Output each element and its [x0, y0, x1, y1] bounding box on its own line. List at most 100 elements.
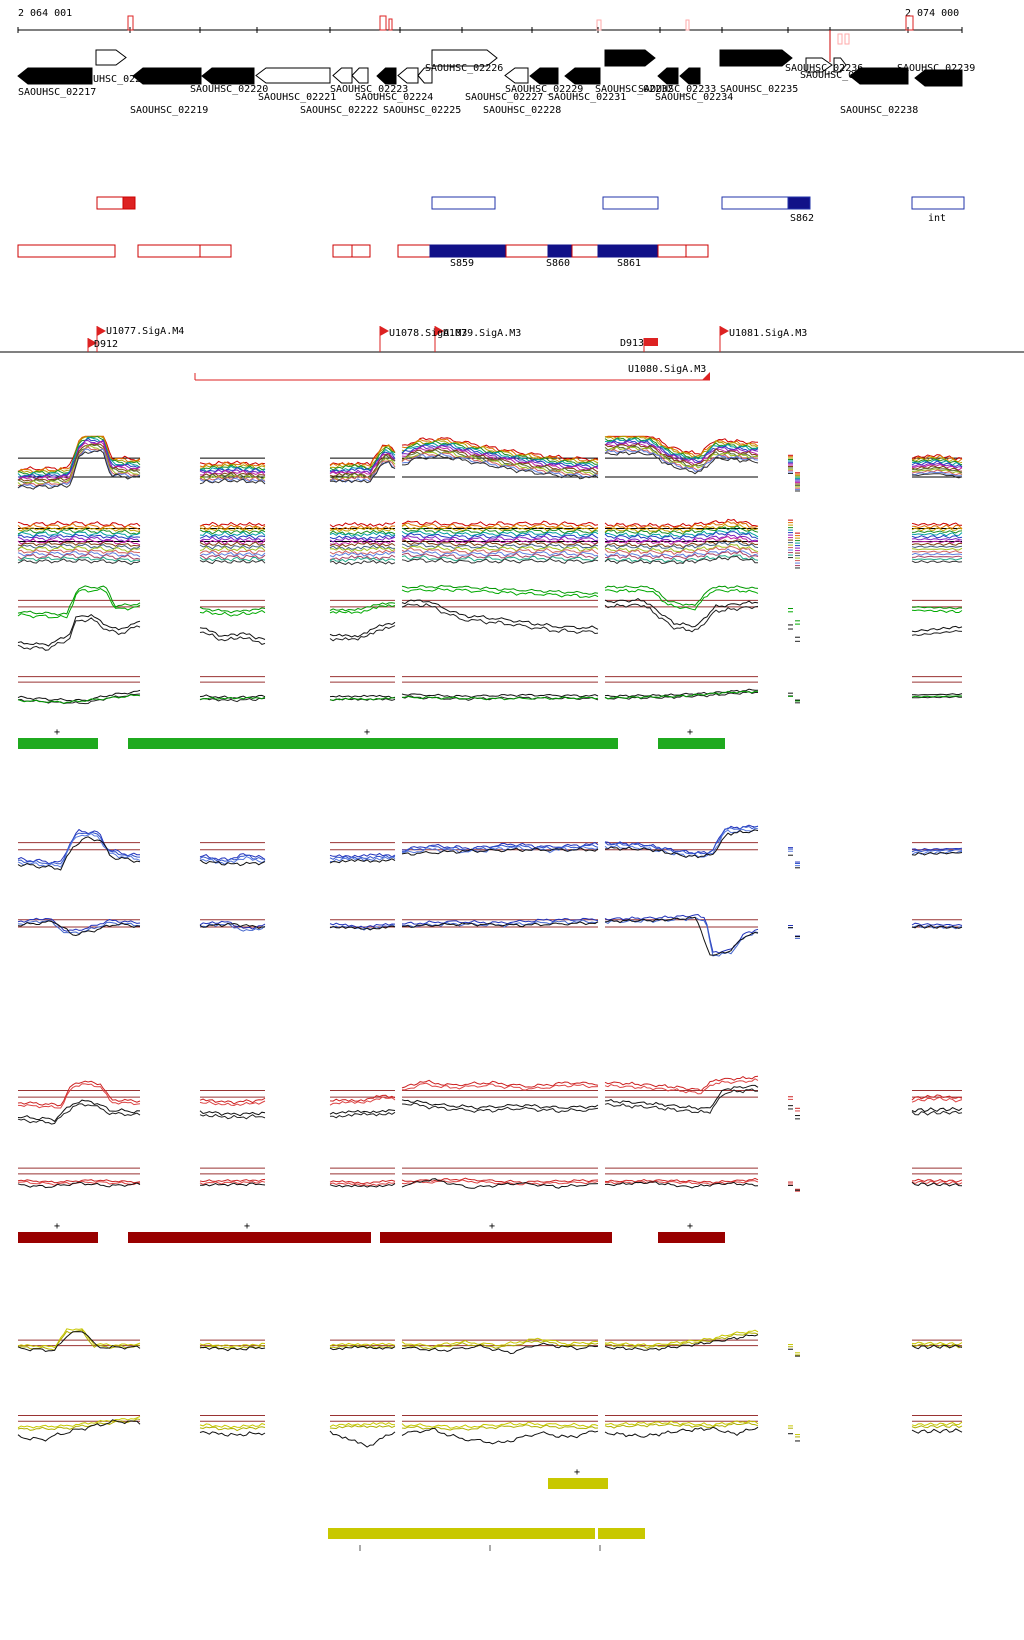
track-series-line — [401, 449, 599, 474]
track-series-line — [199, 1100, 266, 1107]
segment-bar[interactable] — [128, 738, 618, 749]
gene-arrow[interactable] — [351, 67, 369, 84]
feature-box[interactable] — [351, 244, 371, 258]
segment-bar[interactable] — [598, 1528, 645, 1539]
feature-box[interactable] — [787, 196, 811, 210]
segment-bar[interactable] — [658, 1232, 725, 1243]
plus-mark: + — [244, 1221, 250, 1232]
gene-arrow[interactable] — [604, 49, 656, 67]
gene-arrow[interactable] — [805, 57, 833, 73]
track-series-line — [329, 697, 396, 701]
gene-arrow[interactable] — [255, 67, 331, 84]
gene-arrow[interactable] — [914, 69, 963, 87]
track-series-line — [199, 466, 266, 473]
segment-bar[interactable] — [328, 1528, 595, 1539]
tu-flag[interactable] — [435, 326, 444, 336]
gene-arrow[interactable] — [679, 67, 701, 85]
gene-arrow[interactable] — [833, 57, 847, 73]
track-series-line — [912, 550, 963, 554]
tu-flag[interactable] — [380, 326, 389, 336]
feature-box[interactable] — [505, 244, 549, 258]
track-series-line — [604, 540, 759, 550]
track-series-line — [911, 851, 963, 856]
segment-bar[interactable] — [18, 738, 98, 749]
track-series-line — [604, 827, 759, 859]
feature-box[interactable] — [431, 196, 496, 210]
track-series-line — [17, 443, 141, 482]
tu-flag[interactable] — [644, 338, 658, 346]
track-series-line — [17, 1099, 141, 1123]
gene-arrow[interactable] — [201, 67, 255, 85]
gene-arrow[interactable] — [397, 67, 419, 84]
track-series-line — [911, 924, 963, 930]
feature-box[interactable] — [17, 244, 116, 258]
gene-arrow[interactable] — [17, 67, 93, 85]
track-series-line — [911, 1344, 963, 1350]
track-series-line — [401, 693, 599, 698]
track-series-line — [604, 1329, 759, 1347]
ruler-red-mark — [837, 33, 843, 45]
feature-box[interactable] — [429, 244, 507, 258]
feature-box[interactable] — [602, 196, 659, 210]
gene-arrow[interactable] — [657, 67, 679, 85]
gene-arrow[interactable] — [529, 67, 559, 85]
gene-arrow[interactable] — [504, 67, 529, 84]
tu-flag[interactable] — [88, 338, 97, 348]
segment-bar[interactable] — [380, 1232, 612, 1243]
track-series-line — [604, 825, 759, 856]
track-series-line — [17, 520, 141, 528]
track-series-line — [17, 551, 141, 558]
tu-flag[interactable] — [720, 326, 729, 336]
gene-arrow[interactable] — [95, 49, 127, 66]
segment-bar[interactable] — [128, 1232, 371, 1243]
feature-box[interactable] — [137, 244, 201, 258]
gene-arrow[interactable] — [849, 67, 909, 85]
track-series-line — [604, 531, 759, 540]
track-series-line — [17, 585, 141, 616]
gene-label: SAOUHSC_02225 — [383, 105, 461, 116]
feature-box[interactable] — [547, 244, 573, 258]
feature-box[interactable] — [685, 244, 709, 258]
feature-box[interactable] — [911, 196, 965, 210]
gene-arrow[interactable] — [132, 67, 202, 85]
feature-box[interactable] — [597, 244, 659, 258]
track-series-line — [329, 1424, 396, 1430]
segment-bar[interactable] — [658, 738, 725, 749]
track-series-line — [911, 471, 963, 477]
ruler-start-label: 2 064 001 — [18, 8, 73, 19]
plus-mark: + — [687, 1221, 693, 1232]
feature-box[interactable] — [332, 244, 353, 258]
tu-flag[interactable] — [97, 326, 106, 336]
gene-arrow[interactable] — [564, 67, 601, 85]
gene-arrow[interactable] — [719, 49, 793, 67]
track-series-line — [329, 556, 396, 563]
segment-bar[interactable] — [18, 1232, 98, 1243]
track-series-line — [330, 1111, 396, 1119]
track-series-line — [17, 1419, 141, 1442]
feature-box[interactable] — [571, 244, 599, 258]
feature-box[interactable] — [657, 244, 687, 258]
track-series-line — [17, 444, 141, 484]
feature-box[interactable] — [122, 196, 136, 210]
track-series-line — [604, 688, 759, 698]
track-series-line — [329, 536, 396, 543]
track-series-line — [199, 1180, 266, 1185]
track-series-line — [199, 549, 266, 555]
gene-arrow[interactable] — [376, 67, 397, 85]
plus-mark: + — [54, 1221, 60, 1232]
gene-label: SAOUHSC_02217 — [18, 87, 96, 98]
feature-box[interactable] — [397, 244, 431, 258]
feature-label: S862 — [790, 213, 814, 224]
feature-box[interactable] — [199, 244, 232, 258]
track-series-line — [604, 1332, 759, 1349]
gene-arrow[interactable] — [332, 67, 353, 84]
track-series-line — [17, 528, 141, 535]
track-series-line — [401, 520, 599, 527]
gene-arrow[interactable] — [417, 67, 433, 84]
track-series-line — [329, 551, 396, 558]
track-series-line — [911, 922, 963, 927]
track-series-line — [911, 547, 963, 551]
segment-bar[interactable] — [548, 1478, 608, 1489]
gene-arrow[interactable] — [431, 49, 498, 67]
track-series-line — [329, 444, 396, 467]
